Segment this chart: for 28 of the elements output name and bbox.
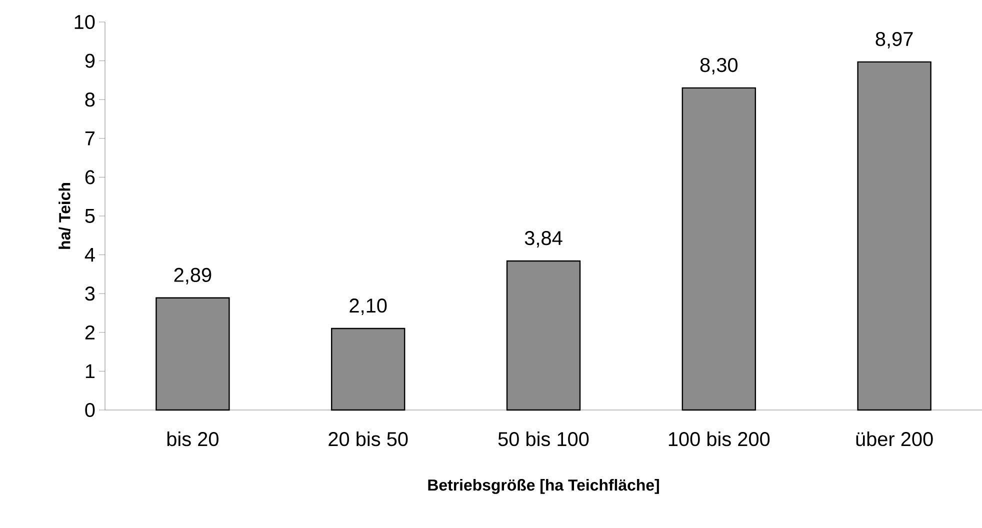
y-tick-label: 3 bbox=[85, 286, 95, 301]
bar bbox=[682, 87, 756, 411]
y-tick-label: 8 bbox=[85, 92, 95, 107]
bar bbox=[156, 297, 230, 411]
y-tick-label: 9 bbox=[85, 54, 95, 68]
y-tick-label: 5 bbox=[85, 209, 95, 223]
y-tick-label: 10 bbox=[74, 14, 95, 30]
data-label: 2,89 bbox=[174, 268, 212, 284]
y-tick-label: 1 bbox=[86, 364, 95, 378]
data-label: 2,10 bbox=[350, 298, 387, 315]
y-tick-label: 2 bbox=[85, 325, 94, 340]
x-tick-label: 20 bis 50 bbox=[328, 432, 408, 446]
x-tick-label: 100 bis 200 bbox=[668, 432, 770, 446]
y-tick-label: 0 bbox=[85, 402, 95, 418]
data-label: 8,30 bbox=[700, 58, 738, 74]
bar bbox=[857, 61, 932, 411]
y-tick-label: 4 bbox=[84, 248, 95, 262]
bar bbox=[331, 328, 406, 411]
y-axis-title: ha/ Teich bbox=[58, 183, 70, 249]
x-tick-label: bis 20 bbox=[167, 432, 218, 446]
data-label: 3,84 bbox=[524, 231, 562, 248]
x-tick-label: über 200 bbox=[856, 432, 933, 446]
data-label: 8,97 bbox=[876, 32, 913, 48]
x-tick-label: 50 bis 100 bbox=[498, 432, 589, 446]
y-tick-label: 6 bbox=[85, 170, 95, 184]
bar bbox=[506, 260, 581, 411]
x-axis-title: Betriebsgröße [ha Teichfläche] bbox=[428, 478, 659, 494]
y-tick-label: 7 bbox=[85, 132, 94, 146]
